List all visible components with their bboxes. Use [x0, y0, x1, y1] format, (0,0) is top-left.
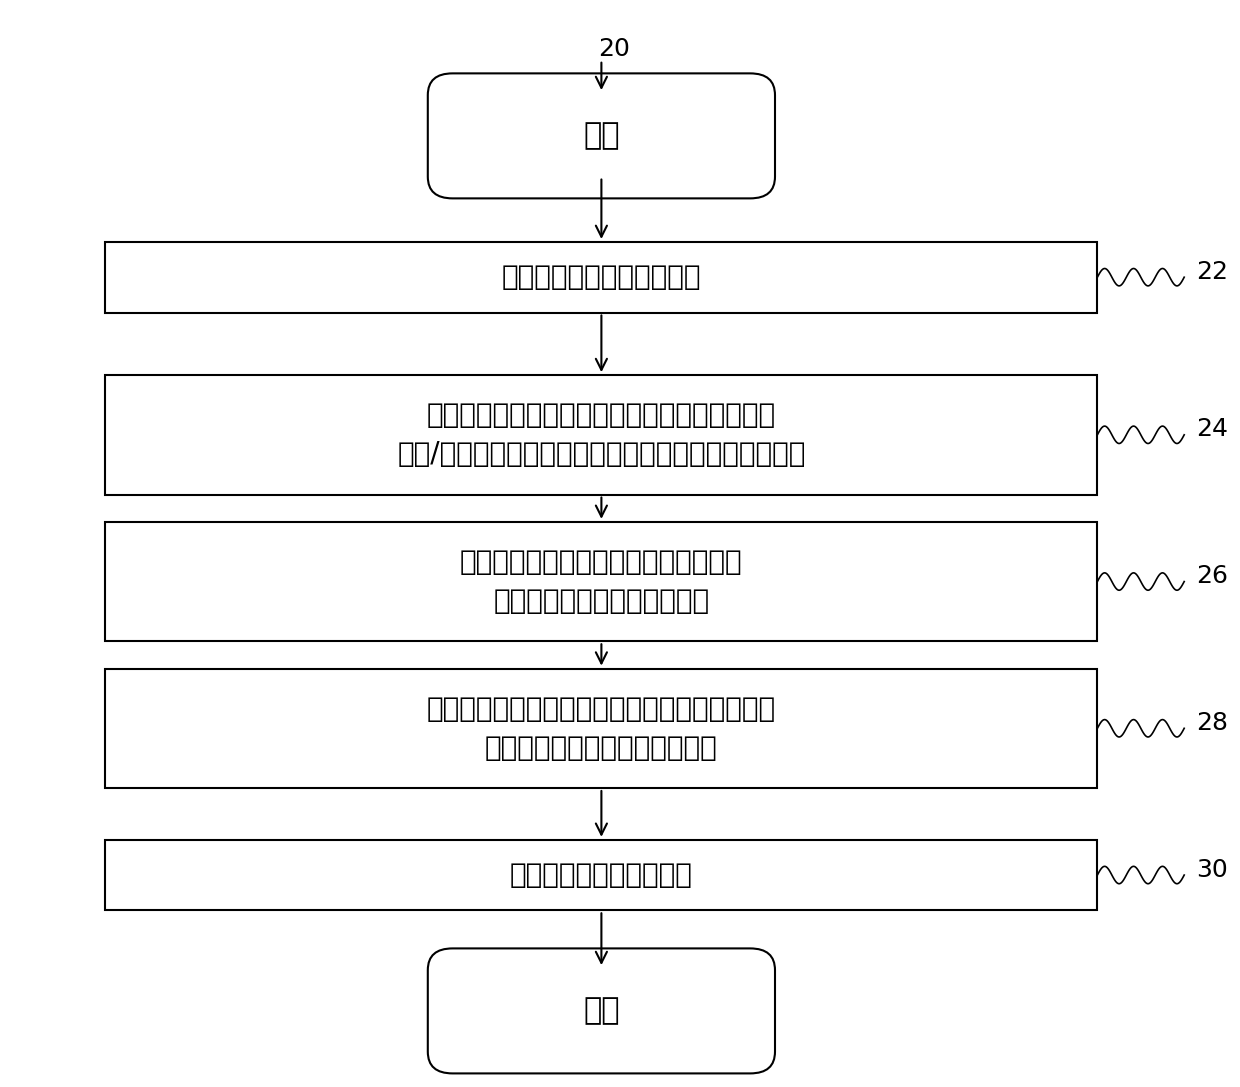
Text: 24: 24	[1197, 417, 1229, 441]
Text: 对有机层的未交联材料实施抛光工艺，
抛光工艺平坦化有机层的表面: 对有机层的未交联材料实施抛光工艺， 抛光工艺平坦化有机层的表面	[460, 548, 743, 615]
Bar	[105, 241, 1097, 313]
Bar	[105, 522, 1097, 641]
Text: 在衬底的上方形成有机层，有机层包含未交联的
材料/工艺并且形成在多个图案的上方并且包围多个图案: 在衬底的上方形成有机层，有机层包含未交联的 材料/工艺并且形成在多个图案的上方并…	[397, 401, 806, 468]
Text: 在膜的上方形成光刻胶层: 在膜的上方形成光刻胶层	[510, 861, 693, 889]
Text: 30: 30	[1197, 858, 1229, 882]
Text: 20: 20	[598, 37, 630, 61]
Text: 完成: 完成	[583, 997, 620, 1025]
Bar	[105, 669, 1097, 788]
Bar	[105, 375, 1097, 495]
Text: 在有机层的平坦化的表面的上方沉积膜，其中在
膜和有机层之间存在蚀刻选择性: 在有机层的平坦化的表面的上方沉积膜，其中在 膜和有机层之间存在蚀刻选择性	[427, 695, 776, 762]
FancyBboxPatch shape	[428, 74, 775, 198]
Text: 开始: 开始	[583, 122, 620, 150]
Text: 28: 28	[1197, 711, 1229, 735]
Text: 26: 26	[1197, 564, 1229, 588]
Text: 22: 22	[1197, 260, 1229, 284]
FancyBboxPatch shape	[428, 948, 775, 1074]
Text: 在衬底的上方形成多个图案: 在衬底的上方形成多个图案	[502, 263, 701, 291]
Bar	[105, 839, 1097, 911]
